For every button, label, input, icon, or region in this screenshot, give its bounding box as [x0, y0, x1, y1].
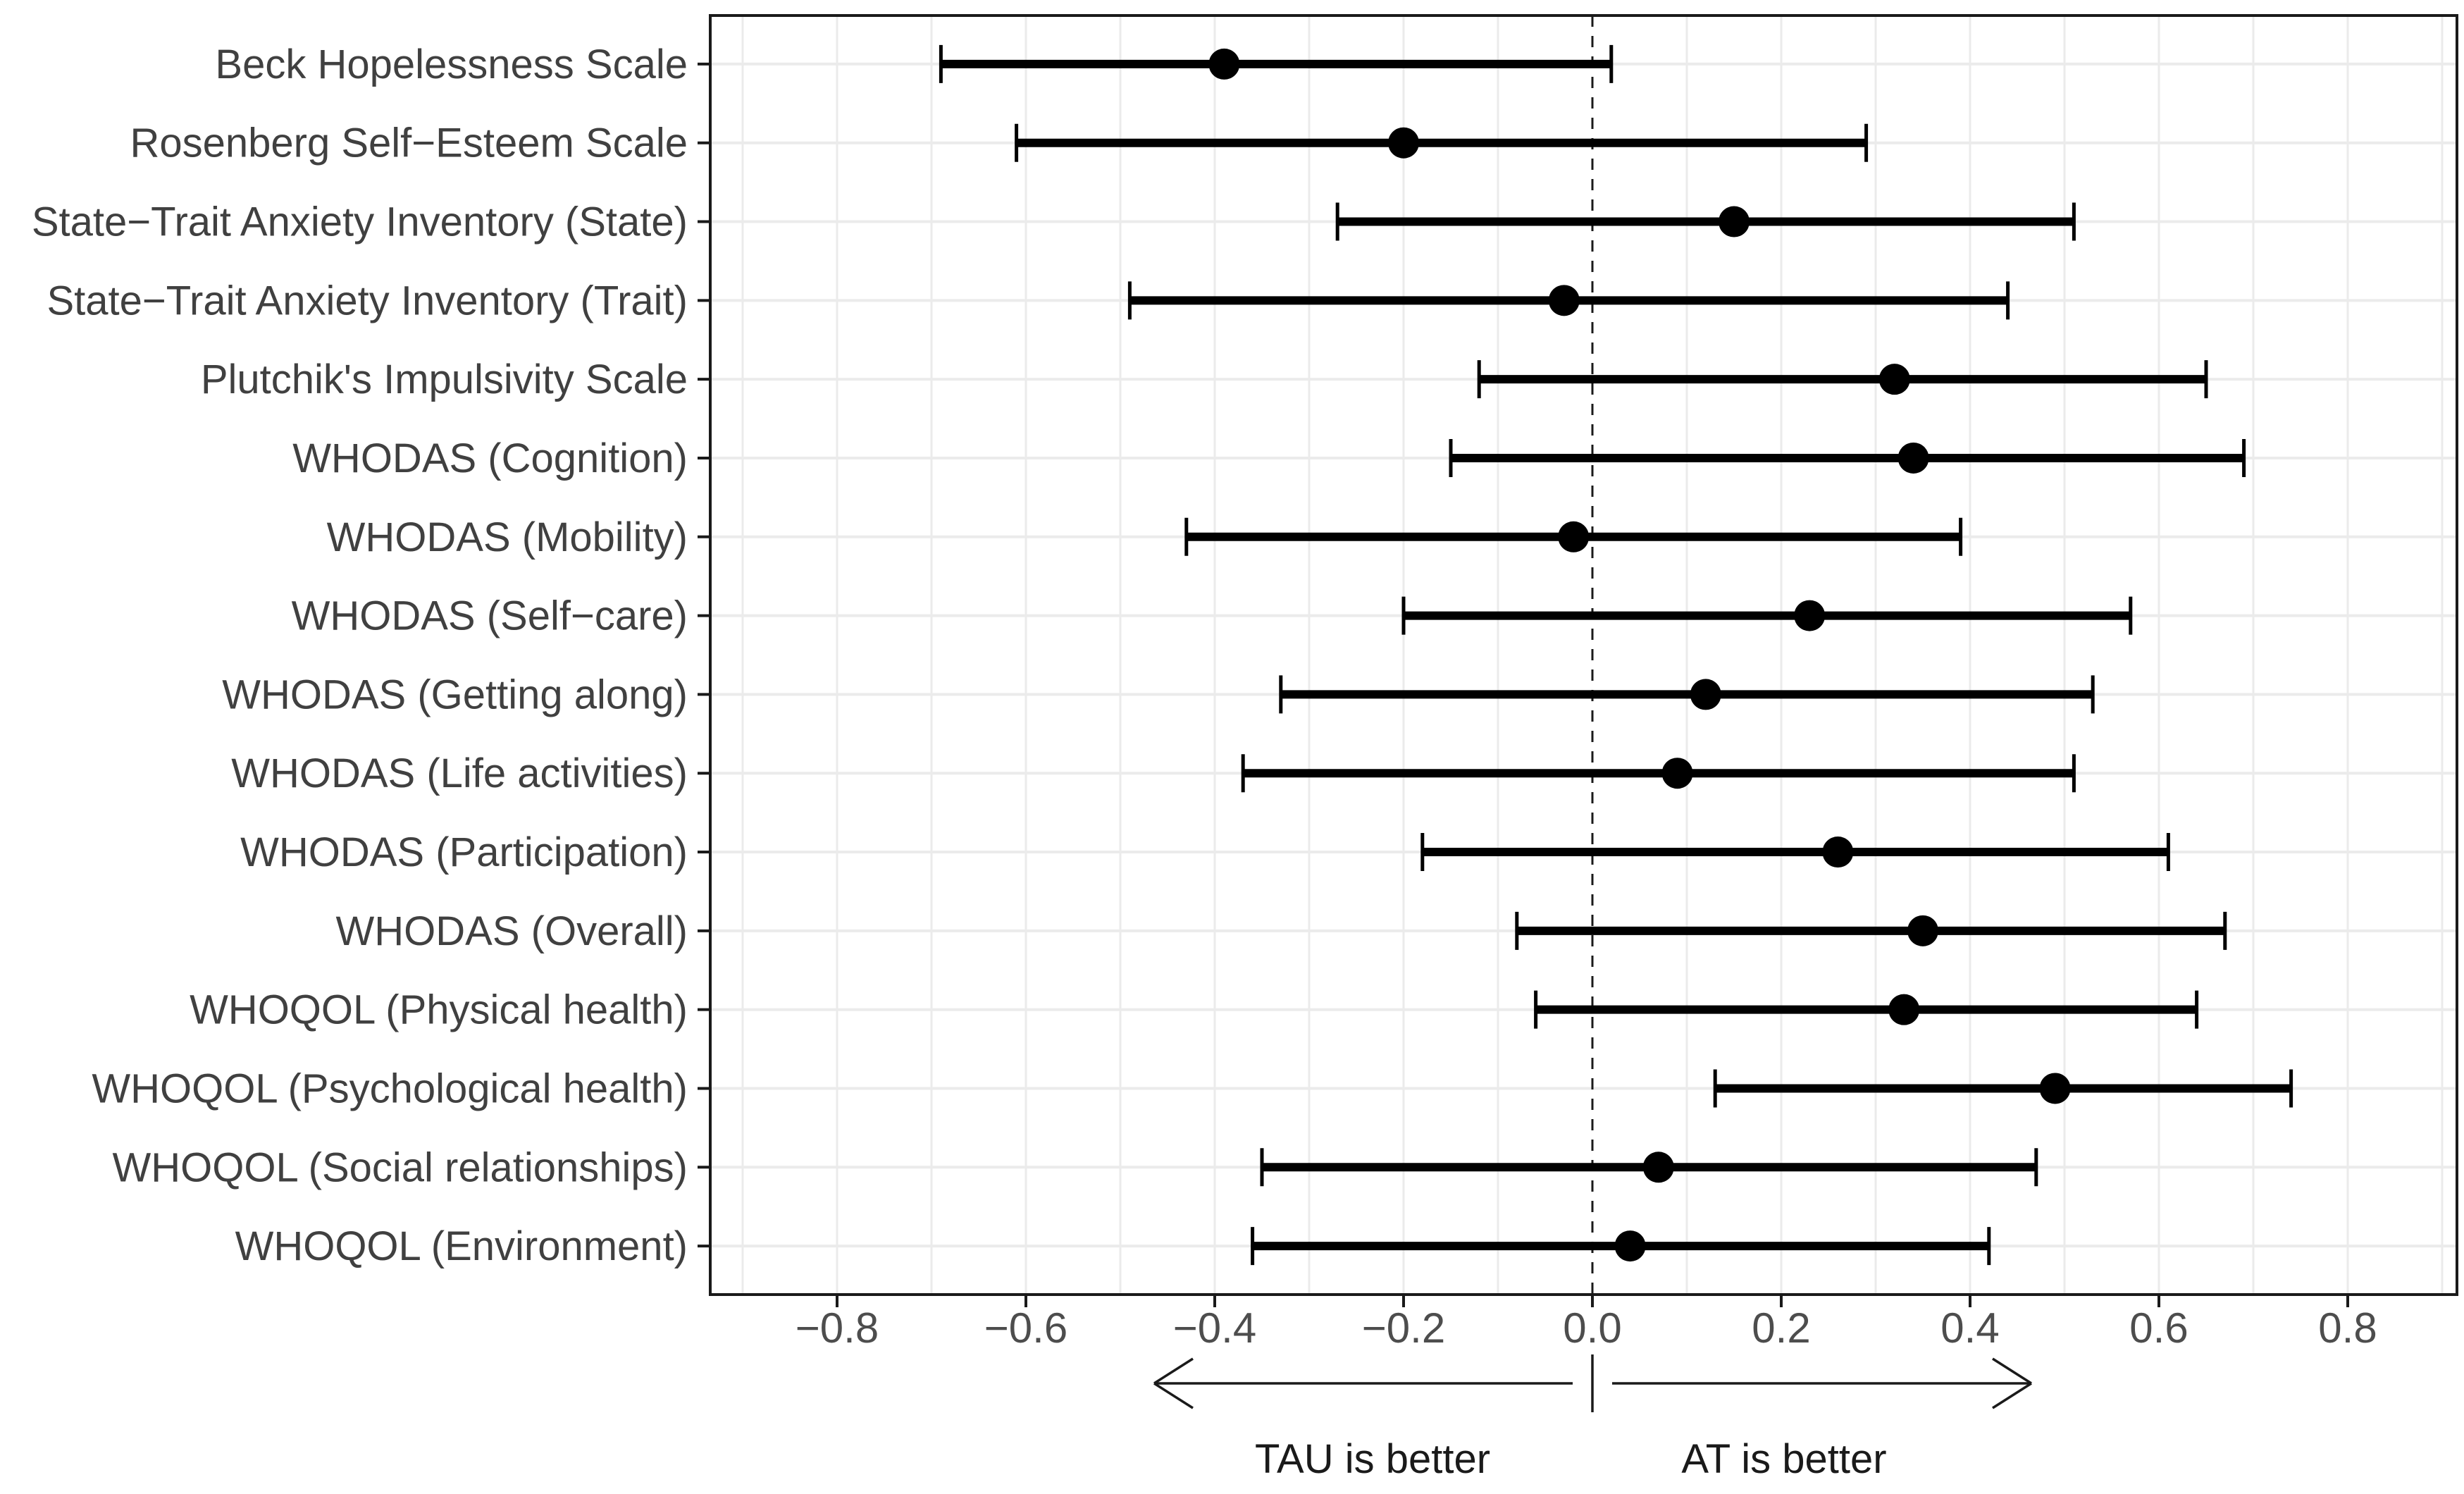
point-estimate [2039, 1073, 2071, 1104]
point-estimate [1822, 836, 1854, 868]
panel-border [709, 14, 2458, 1296]
point-estimate [1558, 521, 1590, 552]
y-axis-label: Plutchik's Impulsivity Scale [201, 357, 688, 402]
point-estimate [1878, 364, 1910, 395]
point-estimate [1907, 915, 1938, 946]
direction-arrows-layer [1153, 1354, 2032, 1412]
y-axis-label: WHOQOL (Social relationships) [112, 1144, 688, 1190]
y-axis-label: WHOQOL (Environment) [235, 1223, 688, 1269]
point-estimate [1548, 285, 1580, 316]
point-estimate [1690, 679, 1721, 710]
y-axis-label: WHOQOL (Psychological health) [92, 1066, 688, 1111]
point-estimate [1888, 994, 1920, 1025]
y-axis-label: WHODAS (Participation) [240, 829, 688, 875]
x-tick-label: 0.0 [1563, 1304, 1621, 1352]
x-tick-label: 0.6 [2129, 1304, 2188, 1352]
right-arrowhead-icon [1992, 1382, 2032, 1409]
gridline-layer [710, 16, 2457, 1295]
x-tick-label: 0.8 [2318, 1304, 2377, 1352]
y-axis-label: WHOQOL (Physical health) [190, 987, 688, 1033]
point-estimate [1388, 127, 1419, 159]
x-tick-label: 0.4 [1940, 1304, 1999, 1352]
point-estimate [1661, 758, 1693, 789]
point-estimate [1897, 442, 1929, 474]
y-axis-label: State−Trait Anxiety Inventory (State) [32, 199, 688, 245]
direction-label-at: AT is better [1681, 1436, 1886, 1482]
point-estimate [1642, 1152, 1674, 1183]
x-tick-label: −0.4 [1173, 1304, 1256, 1352]
y-axis-label: WHODAS (Overall) [336, 908, 688, 954]
x-tick-label: −0.6 [984, 1304, 1067, 1352]
x-tick-label: −0.8 [795, 1304, 879, 1352]
left-arrowhead-icon [1153, 1357, 1194, 1385]
point-estimate [1794, 600, 1826, 631]
y-axis-label: State−Trait Anxiety Inventory (Trait) [47, 278, 688, 323]
left-arrowhead-icon [1153, 1382, 1194, 1409]
data-layer [939, 44, 2293, 1266]
x-tick-label: 0.2 [1752, 1304, 1810, 1352]
y-axis-label: WHODAS (Cognition) [292, 436, 688, 481]
axes-layer: Beck Hopelessness Scale Rosenberg Self−Es… [32, 14, 2458, 1352]
y-axis-label: Beck Hopelessness Scale [215, 42, 688, 87]
direction-label-tau: TAU is better [1255, 1436, 1490, 1482]
point-estimate [1208, 48, 1240, 80]
y-axis-label: WHODAS (Life activities) [231, 751, 688, 796]
y-axis-label: WHODAS (Self−care) [292, 593, 688, 639]
y-axis-label: WHODAS (Getting along) [222, 672, 688, 717]
y-axis-label: Rosenberg Self−Esteem Scale [130, 121, 688, 166]
point-estimate [1614, 1230, 1646, 1262]
y-axis-label: WHODAS (Mobility) [327, 514, 688, 560]
right-arrowhead-icon [1992, 1357, 2032, 1385]
point-estimate [1719, 206, 1750, 237]
x-tick-label: −0.2 [1362, 1304, 1445, 1352]
